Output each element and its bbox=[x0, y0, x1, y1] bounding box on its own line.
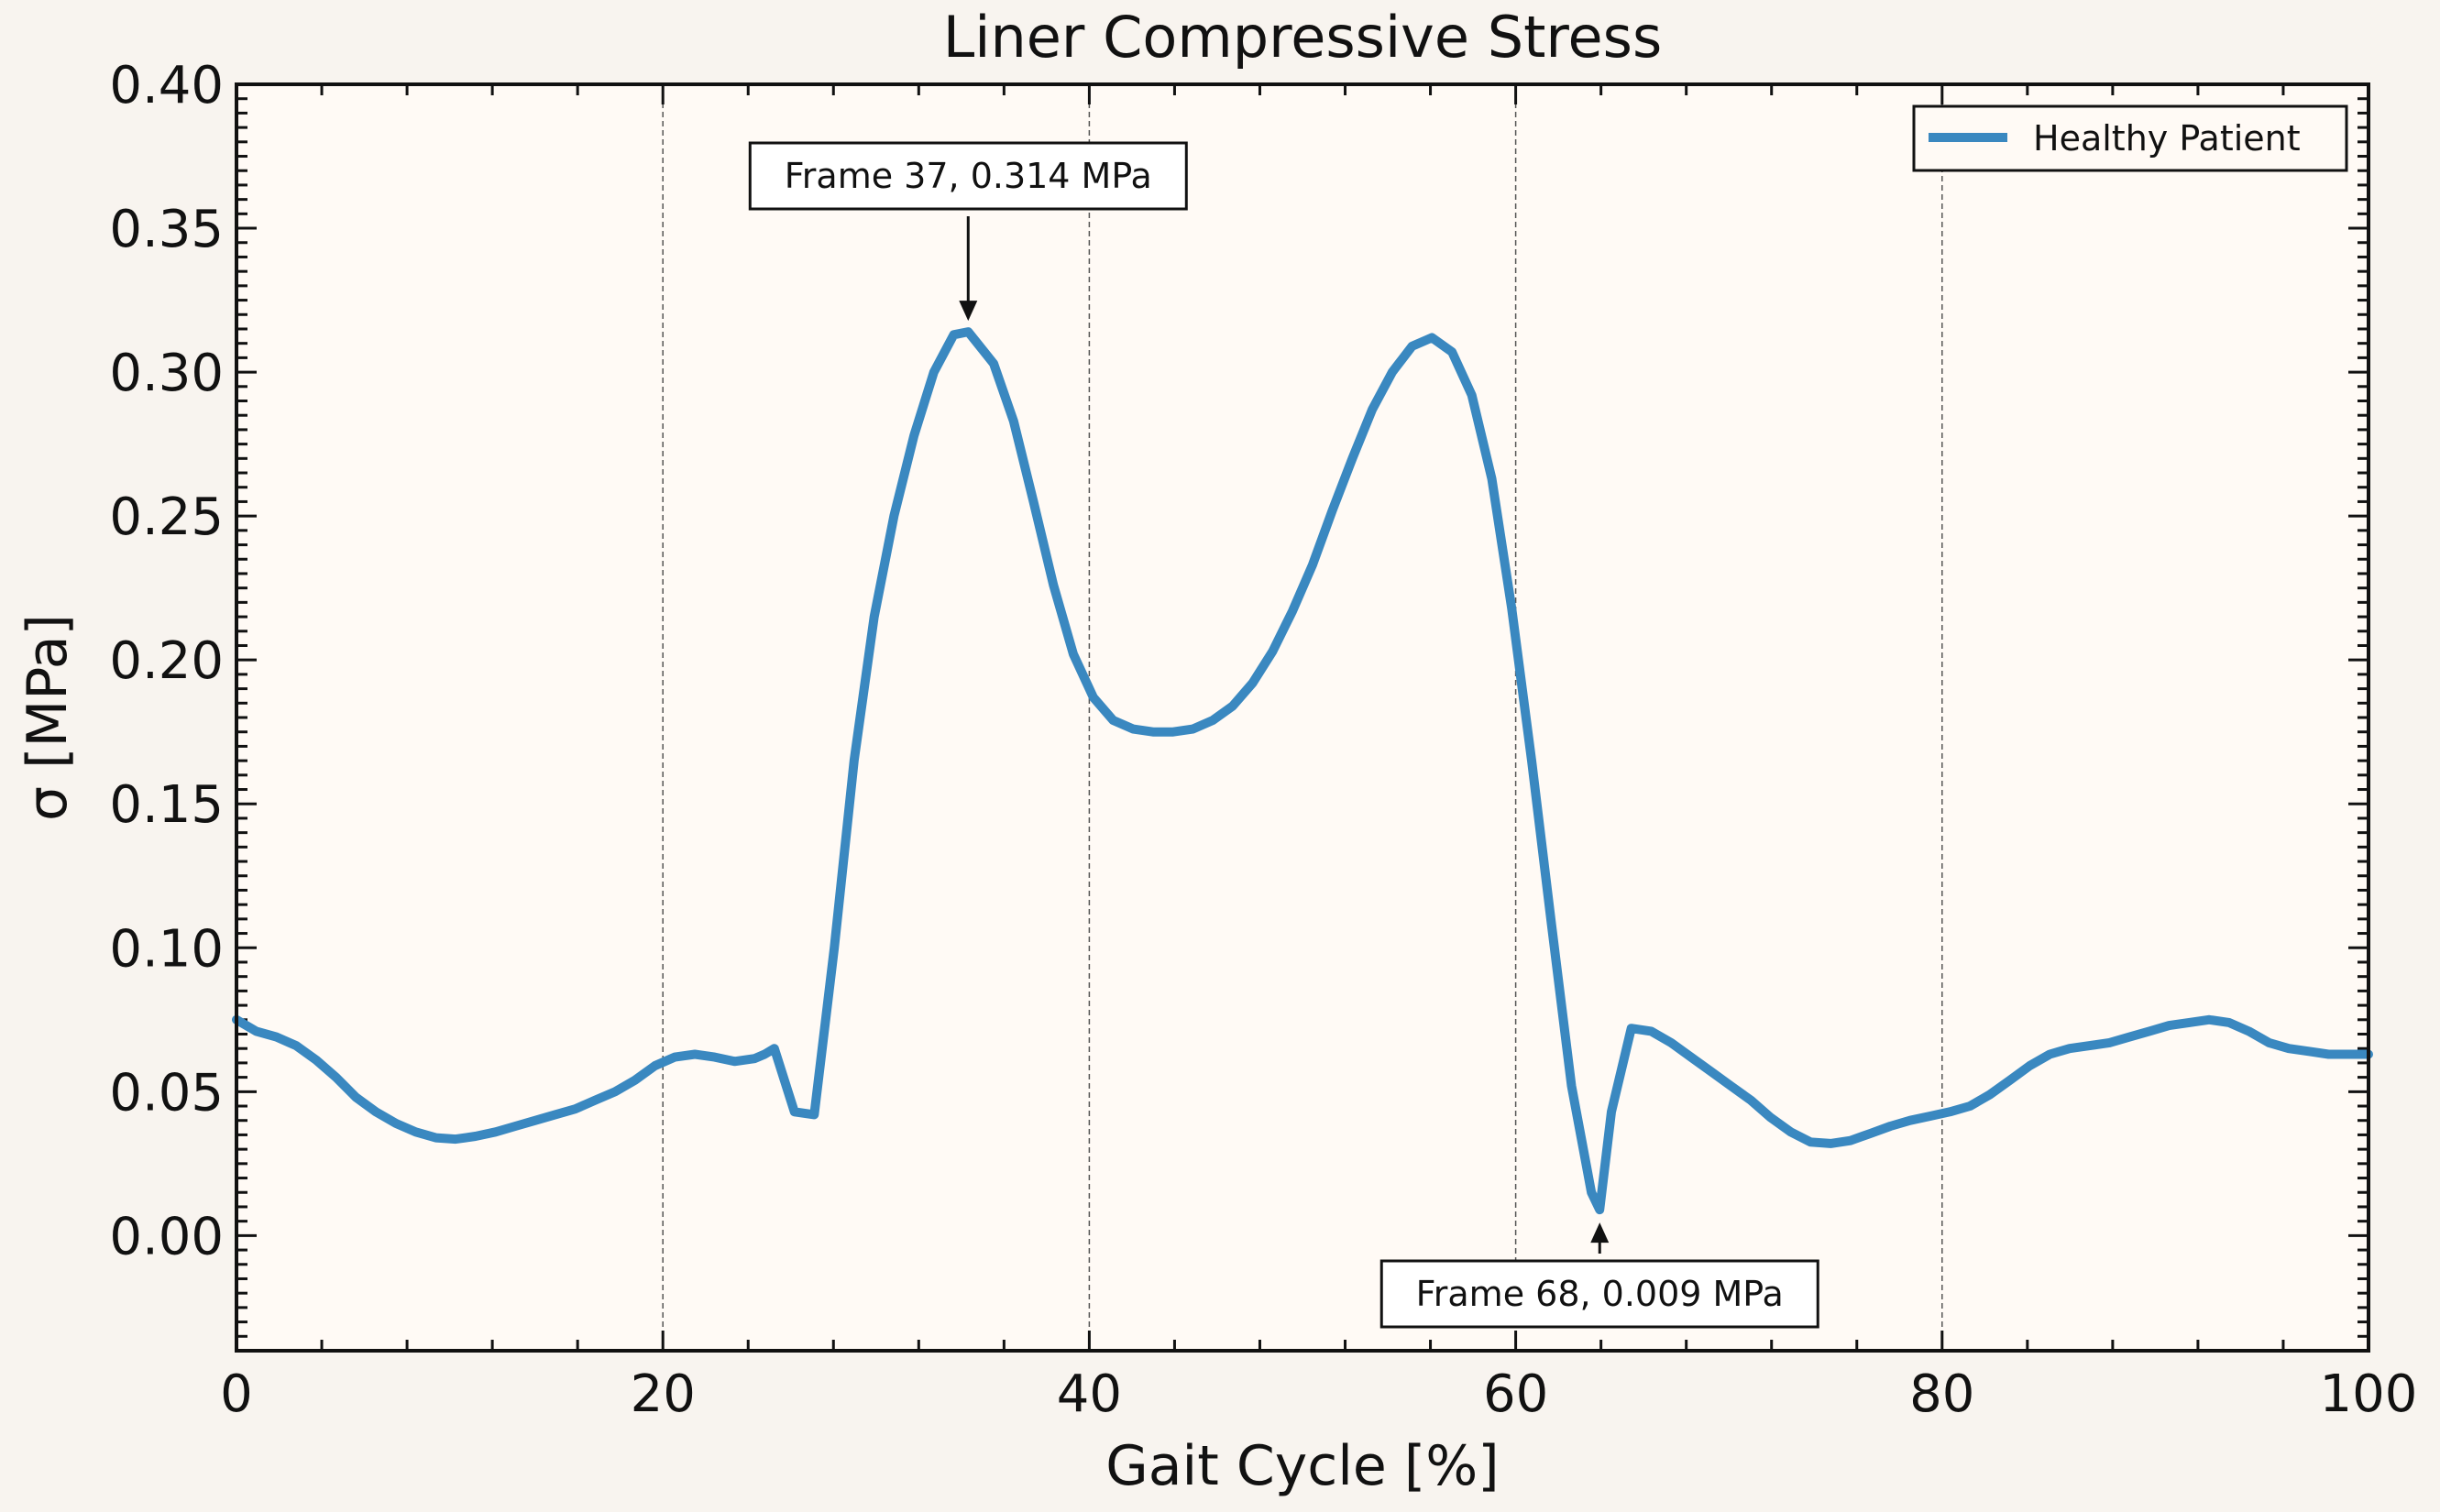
y-tick-label: 0.10 bbox=[109, 919, 224, 979]
y-tick-label: 0.05 bbox=[109, 1063, 224, 1123]
x-tick-label: 60 bbox=[1483, 1364, 1548, 1424]
y-axis-title: σ [MPa] bbox=[16, 614, 80, 821]
x-tick-label: 40 bbox=[1057, 1364, 1122, 1424]
plot-frame bbox=[235, 82, 2370, 1353]
plot-area bbox=[236, 84, 2369, 1351]
legend: Healthy Patient bbox=[1912, 104, 2348, 172]
annotation-arrow-head bbox=[959, 301, 978, 322]
x-tick-label: 80 bbox=[1909, 1364, 1974, 1424]
legend-label: Healthy Patient bbox=[2033, 118, 2301, 159]
annotation: Frame 68, 0.009 MPa bbox=[1379, 1222, 1819, 1329]
chart-title: Liner Compressive Stress bbox=[943, 4, 1663, 71]
annotation-label: Frame 37, 0.314 MPa bbox=[785, 156, 1152, 196]
annotations: Frame 37, 0.314 MPa Frame 68, 0.009 MPa bbox=[748, 141, 1819, 1329]
annotation-box bbox=[1379, 1259, 1819, 1329]
annotation: Frame 37, 0.314 MPa bbox=[748, 141, 1188, 322]
y-tick-label: 0.00 bbox=[109, 1207, 224, 1266]
annotation-label: Frame 68, 0.009 MPa bbox=[1416, 1274, 1784, 1314]
y-tick-label: 0.20 bbox=[109, 631, 224, 691]
annotation-box bbox=[748, 141, 1188, 211]
x-tick-label: 0 bbox=[220, 1364, 253, 1424]
x-tick-label: 20 bbox=[631, 1364, 696, 1424]
annotation-arrow-head bbox=[1590, 1222, 1610, 1244]
y-tick-label: 0.15 bbox=[109, 775, 224, 835]
x-axis-title: Gait Cycle [%] bbox=[1105, 1434, 1499, 1498]
x-tick-label: 100 bbox=[2320, 1364, 2418, 1424]
y-tick-labels: 0.00 0.05 0.10 0.15 0.20 0.25 0.30 0.35 0.40 bbox=[109, 56, 224, 1266]
y-tick-label: 0.25 bbox=[109, 488, 224, 547]
y-tick-label: 0.40 bbox=[109, 56, 224, 115]
series-line-healthy-patient bbox=[232, 327, 2373, 1215]
y-tick-label: 0.30 bbox=[109, 344, 224, 403]
gridlines bbox=[662, 84, 1943, 1351]
x-tick-labels: 0 20 40 60 80 100 bbox=[220, 1364, 2417, 1424]
y-tick-label: 0.35 bbox=[109, 200, 224, 259]
